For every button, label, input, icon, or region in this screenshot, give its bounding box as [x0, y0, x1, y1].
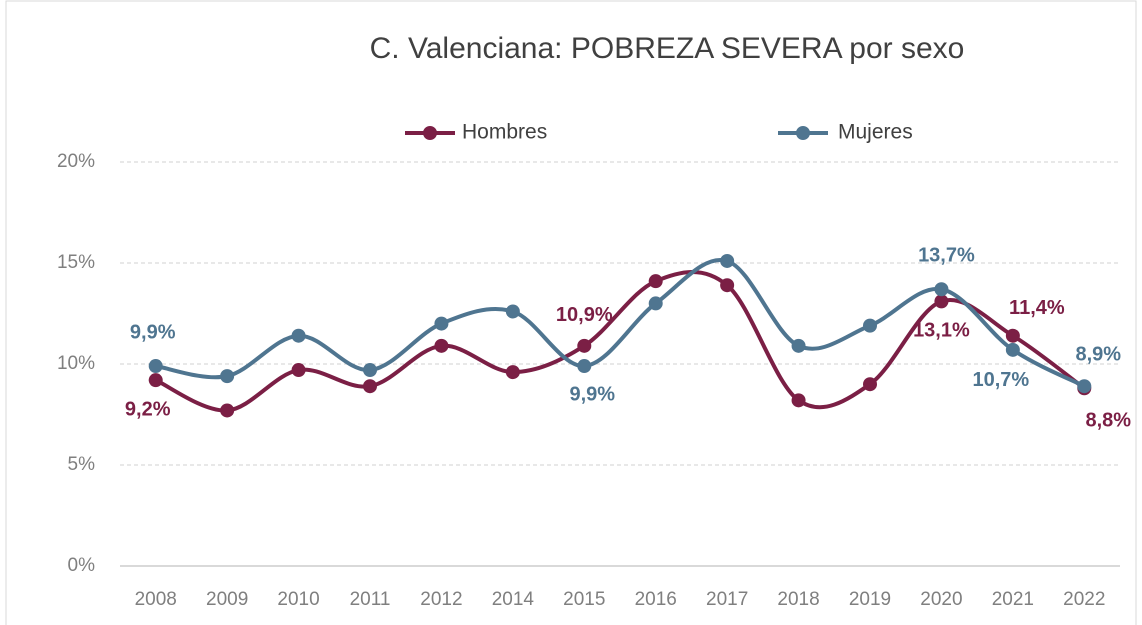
x-tick-label: 2009 — [206, 589, 248, 610]
data-point — [505, 365, 520, 380]
x-tick-label: 2012 — [420, 589, 462, 610]
data-point — [934, 282, 949, 297]
x-tick-label: 2008 — [135, 589, 177, 610]
data-point — [577, 359, 592, 374]
data-label: 13,1% — [913, 320, 970, 342]
data-point — [863, 318, 877, 333]
data-point — [791, 393, 806, 408]
data-point — [434, 338, 449, 353]
x-tick-label: 2010 — [277, 589, 319, 610]
data-point — [148, 373, 163, 388]
data-point — [1077, 379, 1092, 394]
series-line — [155, 257, 1086, 389]
data-point — [148, 359, 163, 374]
data-point — [220, 369, 235, 384]
data-point — [505, 304, 520, 319]
data-point — [1005, 328, 1020, 343]
data-point — [648, 274, 663, 289]
chart-frame — [5, 0, 1137, 625]
series-line — [154, 269, 1086, 413]
data-label: 9,9% — [130, 321, 176, 343]
x-tick-label: 2020 — [920, 589, 962, 610]
x-tick-label: 2015 — [563, 589, 605, 610]
x-tick-label: 2019 — [849, 589, 891, 610]
x-tick-label: 2016 — [635, 589, 677, 610]
data-point — [220, 403, 235, 418]
data-point — [863, 377, 877, 392]
x-tick-label: 2011 — [350, 589, 391, 610]
y-tick-label: 10% — [57, 353, 95, 374]
legend-label: Hombres — [462, 121, 547, 144]
data-point — [934, 294, 949, 309]
data-point — [363, 363, 377, 378]
chart-title: C. Valenciana: POBREZA SEVERA por sexo — [370, 32, 965, 65]
data-label: 11,4% — [1009, 297, 1065, 319]
data-label: 10,9% — [556, 304, 613, 326]
data-label: 9,2% — [125, 398, 171, 420]
y-tick-label: 15% — [57, 252, 95, 273]
data-point — [1005, 342, 1020, 357]
x-tick-label: 2017 — [706, 589, 748, 610]
data-label: 9,9% — [569, 383, 615, 405]
data-point — [291, 328, 306, 343]
x-tick-label: 2022 — [1063, 589, 1105, 610]
data-point — [720, 278, 735, 293]
x-tick-label: 2014 — [492, 589, 535, 610]
x-tick-label: 2018 — [777, 589, 819, 610]
y-tick-label: 0% — [68, 555, 96, 576]
legend-marker — [423, 126, 437, 140]
data-point — [720, 253, 735, 268]
legend-label: Mujeres — [838, 121, 913, 144]
data-point — [791, 338, 806, 353]
data-label: 13,7% — [918, 245, 975, 267]
data-point — [363, 379, 377, 394]
y-tick-label: 20% — [57, 151, 95, 172]
x-tick-label: 2021 — [992, 589, 1034, 610]
data-point — [648, 296, 663, 311]
data-label: 8,8% — [1085, 410, 1131, 432]
data-label: 8,9% — [1075, 344, 1121, 366]
data-point — [577, 338, 592, 353]
data-label: 10,7% — [972, 369, 1029, 391]
data-point — [291, 363, 306, 378]
data-point — [434, 316, 449, 331]
legend-marker — [796, 126, 810, 140]
y-tick-label: 5% — [68, 454, 96, 475]
